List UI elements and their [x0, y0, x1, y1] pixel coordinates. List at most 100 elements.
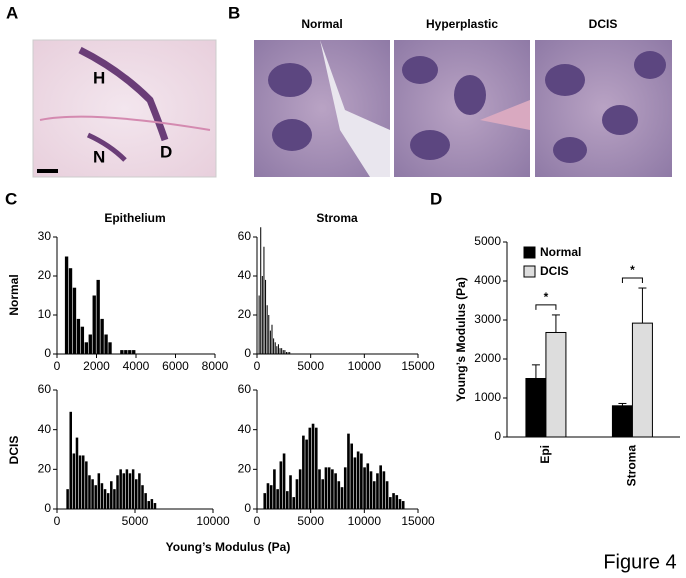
x-tick-label: Stroma: [625, 445, 639, 487]
histogram-bar: [398, 499, 402, 509]
histogram-bar: [147, 501, 150, 509]
image-label: N: [93, 147, 105, 166]
histogram-bar: [135, 479, 138, 509]
histogram-bar: [321, 479, 325, 509]
tissue-fiber: [39, 115, 211, 131]
histogram-bar: [372, 481, 376, 509]
histogram-bar: [113, 489, 116, 509]
histogram-bar: [269, 485, 273, 509]
panel-label: D: [430, 189, 442, 208]
histogram-bar: [96, 279, 100, 354]
nucleus: [545, 64, 585, 96]
histogram-bar: [266, 483, 270, 509]
y-tick-label: 20: [238, 307, 252, 321]
histogram-bar: [269, 330, 271, 354]
y-tick-label: 2000: [474, 351, 501, 365]
histogram-bar: [258, 295, 260, 354]
histogram-bar: [311, 423, 315, 509]
y-tick-label: 3000: [474, 312, 501, 326]
histogram-bar: [88, 334, 92, 354]
histogram-bar: [385, 481, 389, 509]
histogram-bar: [308, 427, 312, 509]
histogram-bar: [85, 461, 88, 509]
figure-label: Figure 4: [603, 551, 676, 573]
legend-label: DCIS: [540, 264, 569, 278]
histogram-bar: [68, 268, 73, 354]
nucleus: [454, 75, 486, 115]
x-tick-label: 5000: [297, 359, 324, 373]
histogram-bar: [285, 352, 287, 354]
histogram-bar: [285, 491, 289, 509]
significance-marker: *: [630, 263, 635, 277]
histogram-bar: [122, 473, 126, 509]
histogram-bar: [295, 479, 299, 509]
x-tick-label: 15000: [401, 514, 435, 528]
histogram-bar: [279, 348, 281, 354]
histogram-bar: [366, 463, 370, 509]
x-tick-label: 0: [254, 514, 261, 528]
histogram-bar: [324, 467, 328, 509]
histogram-bar: [395, 495, 399, 509]
histogram-bar: [347, 433, 350, 509]
histogram-bar: [72, 287, 77, 354]
significance-bracket: [535, 304, 557, 310]
scale-bar: [37, 169, 58, 173]
x-tick-label: 6000: [162, 359, 189, 373]
histogram-bar: [260, 227, 262, 354]
histogram-bar: [392, 493, 395, 509]
y-tick-label: 0: [244, 346, 251, 360]
nucleus: [402, 56, 438, 84]
significance-bracket: [621, 277, 643, 284]
histogram-bar: [263, 246, 265, 354]
histogram-bar: [103, 489, 107, 509]
histogram-bar: [80, 326, 85, 354]
histogram-bar: [104, 334, 108, 354]
y-tick-label: 4000: [474, 273, 501, 287]
histogram-bar: [72, 453, 76, 509]
histogram-bar: [353, 457, 357, 509]
nucleus: [553, 137, 587, 163]
y-tick-label: 60: [38, 382, 52, 396]
histogram-bar: [100, 483, 104, 509]
y-tick-label: 10: [38, 307, 52, 321]
x-tick-label: 15000: [401, 359, 435, 373]
histogram-bar: [84, 342, 88, 354]
histogram-bar: [305, 439, 308, 509]
histogram-bar: [91, 479, 94, 509]
x-tick-label: 10000: [348, 514, 382, 528]
x-tick-label: 10000: [196, 514, 230, 528]
x-tick-label: 2000: [83, 359, 110, 373]
column-title: Epithelium: [104, 211, 165, 225]
panel-label: C: [5, 189, 17, 208]
histogram-bar: [76, 318, 81, 354]
duct: [86, 132, 127, 162]
x-tick-label: 0: [54, 514, 61, 528]
histogram-bar: [337, 481, 341, 509]
x-tick-label: 0: [254, 359, 261, 373]
histogram-bar: [282, 350, 284, 354]
row-label: Normal: [7, 274, 21, 315]
histogram-bar: [138, 473, 141, 509]
histogram-bar: [331, 469, 334, 509]
nucleus: [602, 105, 638, 135]
significance-marker: *: [544, 290, 549, 304]
histogram-bar: [360, 453, 363, 509]
y-tick-label: 20: [38, 462, 52, 476]
histogram-bar: [265, 279, 267, 354]
histogram-bar: [389, 497, 392, 509]
histogram-bar: [287, 352, 289, 354]
histogram-bar: [97, 473, 101, 509]
nucleus: [634, 51, 666, 79]
y-tick-label: 0: [44, 501, 51, 515]
y-tick-label: 40: [238, 268, 252, 282]
x-tick-label: 10000: [348, 359, 382, 373]
nucleus: [410, 130, 450, 160]
histogram-bar: [131, 469, 135, 509]
histogram-bar: [78, 455, 82, 509]
histogram-bar: [318, 469, 321, 509]
y-tick-label: 1000: [474, 390, 501, 404]
nucleus: [268, 63, 312, 97]
histogram-bar: [350, 443, 353, 509]
